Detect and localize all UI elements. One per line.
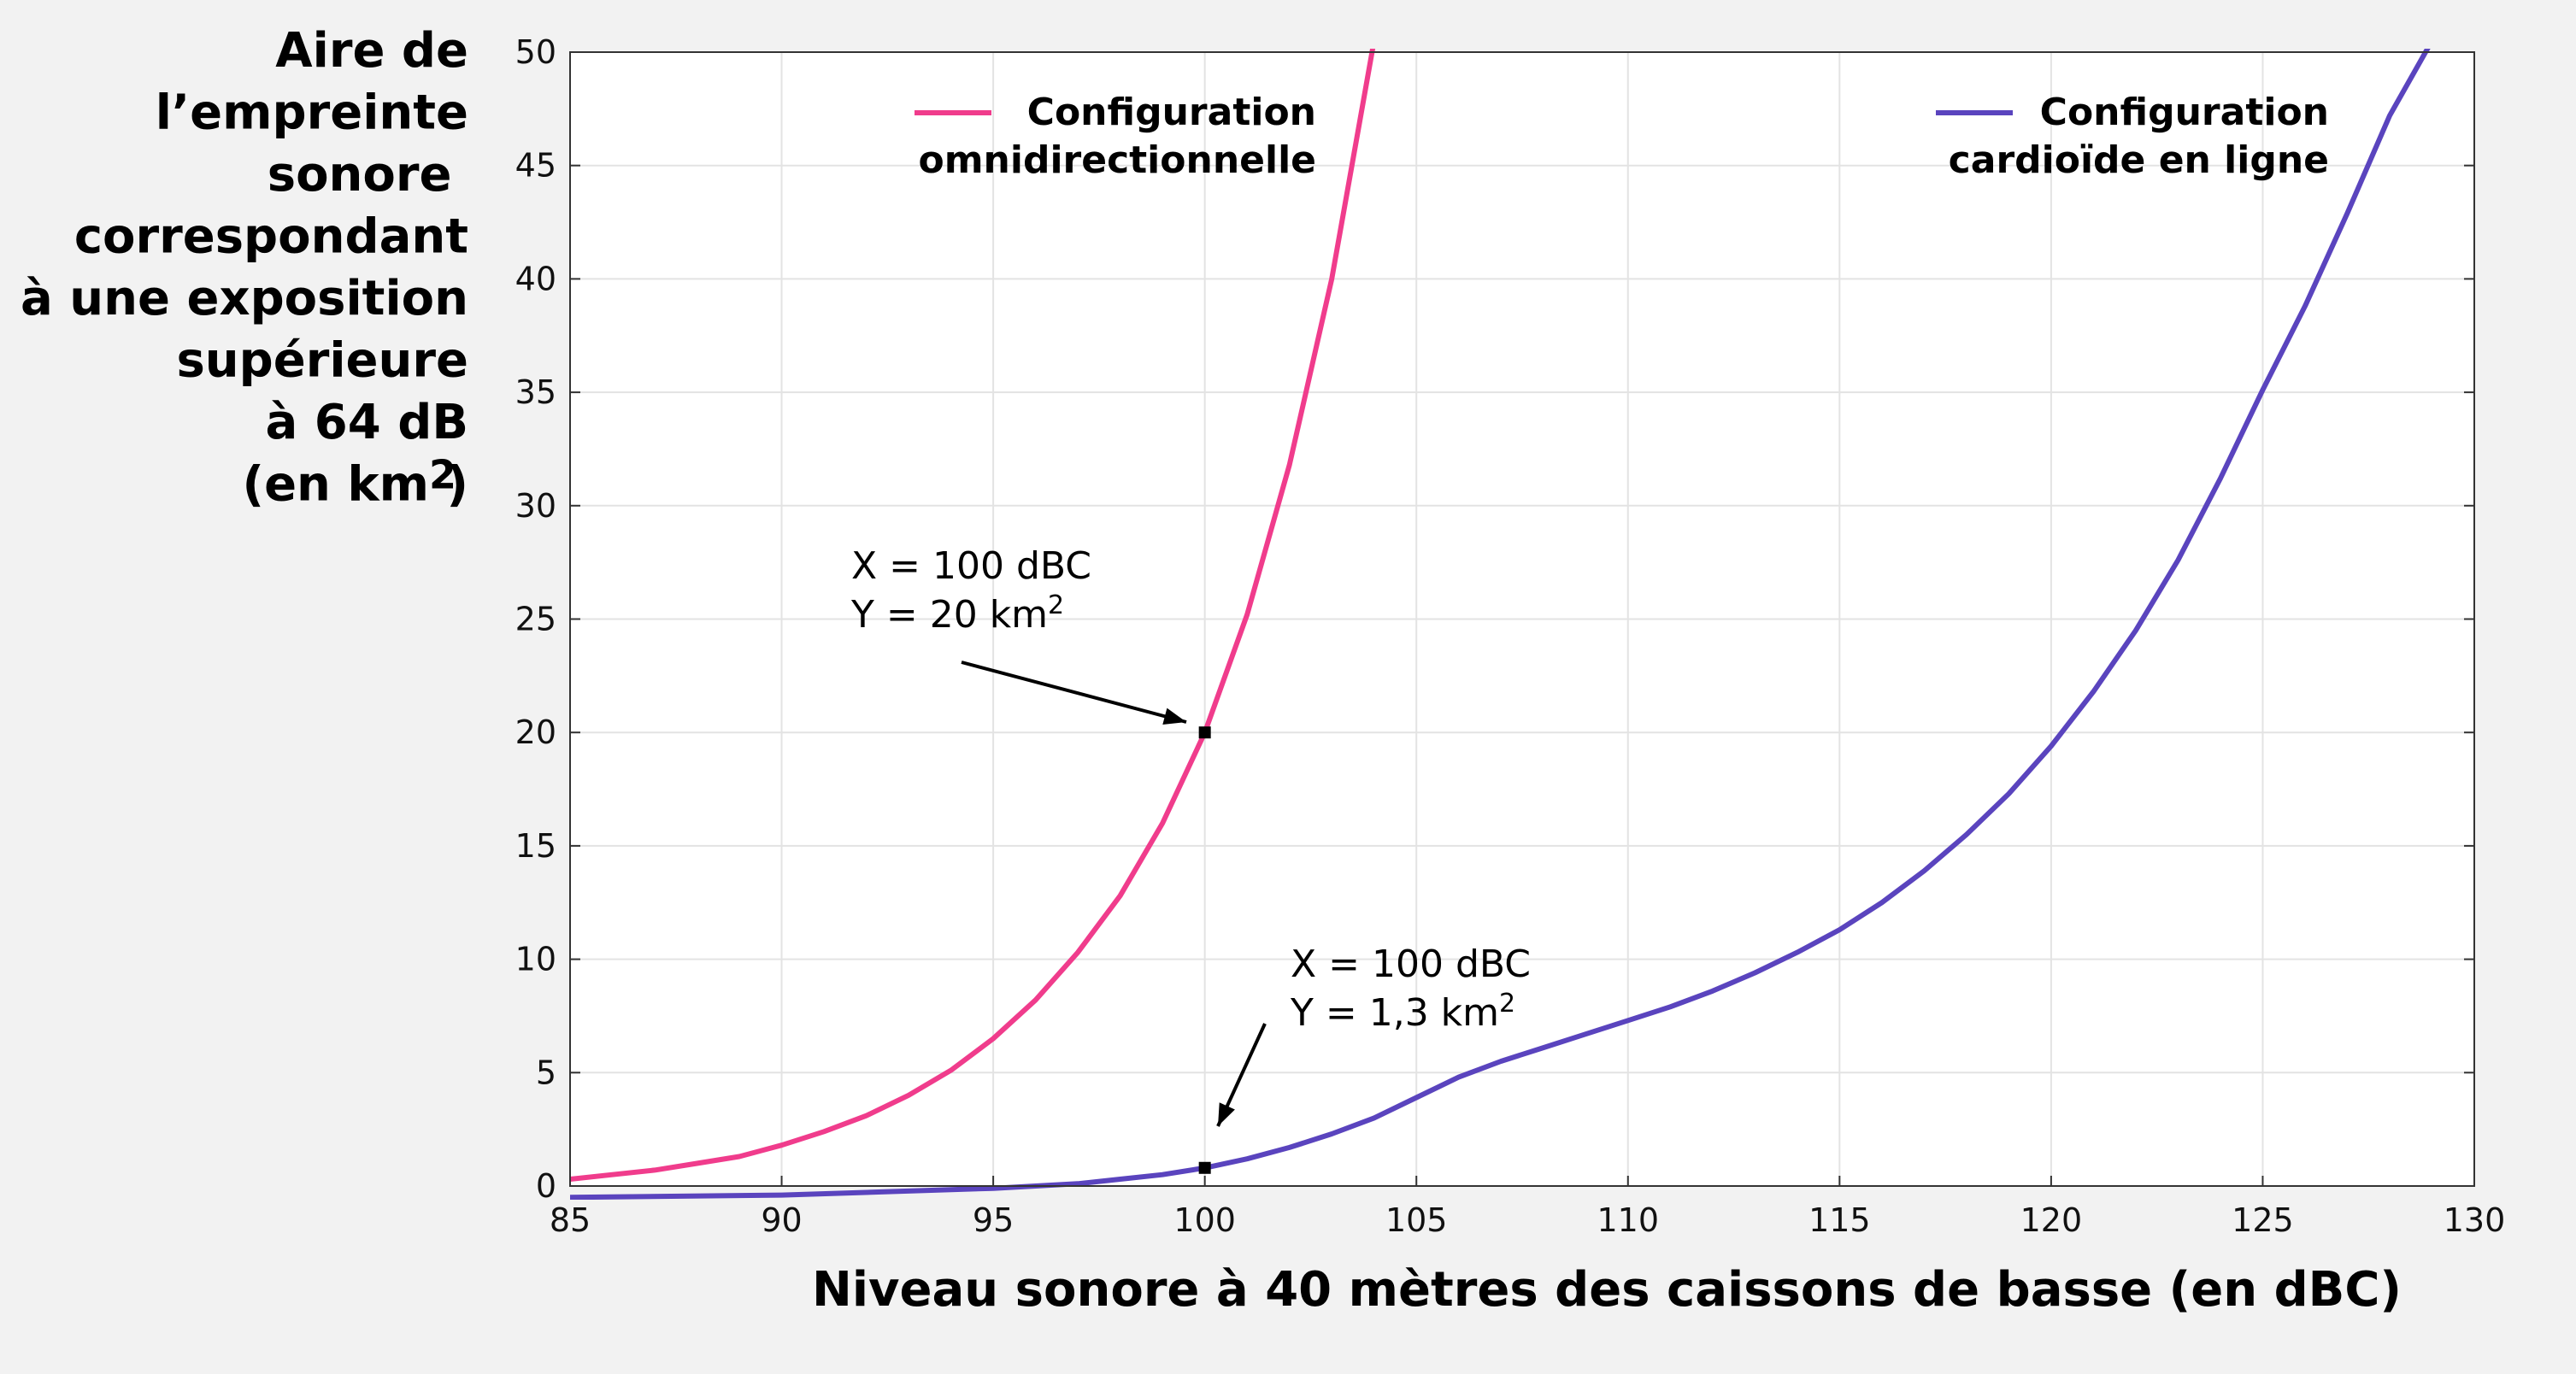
annotation-point: [1198, 1161, 1211, 1174]
x-tick-label: 130: [2444, 1201, 2506, 1239]
y-tick-label: 20: [515, 713, 556, 751]
y-tick-label: 40: [515, 260, 556, 297]
y-tick-label: 10: [515, 941, 556, 978]
x-axis-title: Niveau sonore à 40 mètres des caissons d…: [812, 1262, 2402, 1318]
y-tick-label: 5: [536, 1054, 556, 1091]
x-tick-label: 90: [761, 1201, 802, 1239]
series-group: [570, 49, 2431, 1200]
legend-label: Configuration omnidirectionnelle: [918, 91, 1316, 182]
annotation-arrowhead: [1162, 708, 1186, 725]
legend: Configuration omnidirectionnelle Configura…: [915, 91, 2329, 182]
y-tick-label: 35: [515, 373, 556, 411]
y-tick-label: 15: [515, 827, 556, 865]
y-tick-label: 25: [515, 601, 556, 638]
legend-label: Configuration cardioïde en ligne: [1949, 91, 2329, 182]
y-axis-title-superscript: 2: [429, 452, 456, 498]
y-tick-label: 45: [515, 147, 556, 185]
annotation-point: [1198, 726, 1211, 739]
x-tick-label: 115: [1808, 1201, 1871, 1239]
annotations: X = 100 dBC Y = 20 km2 X = 100 dBC Y = 1,3 …: [850, 544, 1531, 1174]
series-line-omnidirectional: [570, 49, 1376, 1182]
x-tick-label: 100: [1173, 1201, 1236, 1239]
x-tick-label: 85: [550, 1201, 591, 1239]
annotation-label: X = 100 dBC Y = 20 km2: [850, 544, 1091, 637]
x-tick-label: 95: [973, 1201, 1014, 1239]
y-tick-label: 0: [536, 1167, 556, 1205]
y-tick-label: 50: [515, 33, 556, 71]
x-tick-label: 120: [2020, 1201, 2083, 1239]
annotation-arrow: [961, 661, 1187, 724]
annotation-arrowhead: [1218, 1102, 1235, 1126]
x-tick-label: 125: [2232, 1201, 2294, 1239]
annotation-label: X = 100 dBC Y = 1,3 km2: [1290, 942, 1531, 1035]
y-axis-title-closing: ): [446, 457, 468, 513]
x-tick-label: 105: [1385, 1201, 1448, 1239]
y-axis-ticks: 0 5 10 15 20 25 30 35 40 45 50: [515, 33, 2474, 1205]
y-axis-title: Aire de l’empreinte sonore correspondant à …: [21, 23, 468, 513]
x-tick-label: 110: [1597, 1201, 1660, 1239]
x-axis-ticks: 85 90 95 100 105 110 115 120 125 130: [550, 1176, 2505, 1239]
y-tick-label: 30: [515, 487, 556, 525]
series-line-cardioid: [570, 49, 2431, 1200]
